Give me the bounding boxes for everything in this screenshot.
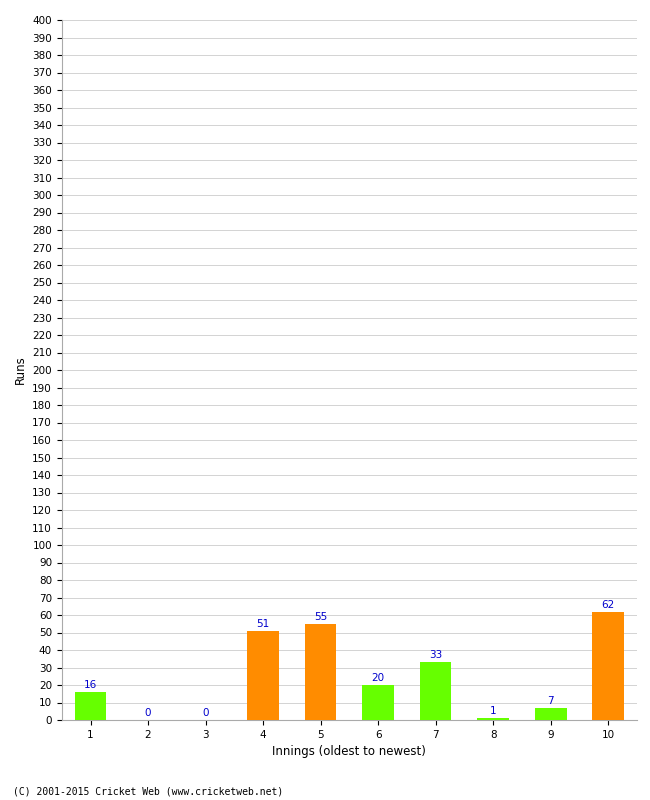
- Text: 0: 0: [202, 708, 209, 718]
- Bar: [592, 611, 624, 720]
- Y-axis label: Runs: Runs: [14, 356, 27, 384]
- Bar: [420, 662, 452, 720]
- Bar: [477, 718, 509, 720]
- Bar: [362, 685, 394, 720]
- Text: 62: 62: [602, 600, 615, 610]
- Text: 51: 51: [257, 619, 270, 629]
- Bar: [535, 708, 567, 720]
- Text: (C) 2001-2015 Cricket Web (www.cricketweb.net): (C) 2001-2015 Cricket Web (www.cricketwe…: [13, 786, 283, 796]
- Bar: [305, 624, 337, 720]
- Bar: [75, 692, 107, 720]
- Bar: [247, 630, 279, 720]
- Text: 0: 0: [145, 708, 151, 718]
- Text: 55: 55: [314, 612, 327, 622]
- X-axis label: Innings (oldest to newest): Innings (oldest to newest): [272, 746, 426, 758]
- Text: 1: 1: [490, 706, 497, 717]
- Text: 7: 7: [547, 696, 554, 706]
- Text: 20: 20: [372, 674, 385, 683]
- Text: 33: 33: [429, 650, 442, 661]
- Text: 16: 16: [84, 680, 97, 690]
